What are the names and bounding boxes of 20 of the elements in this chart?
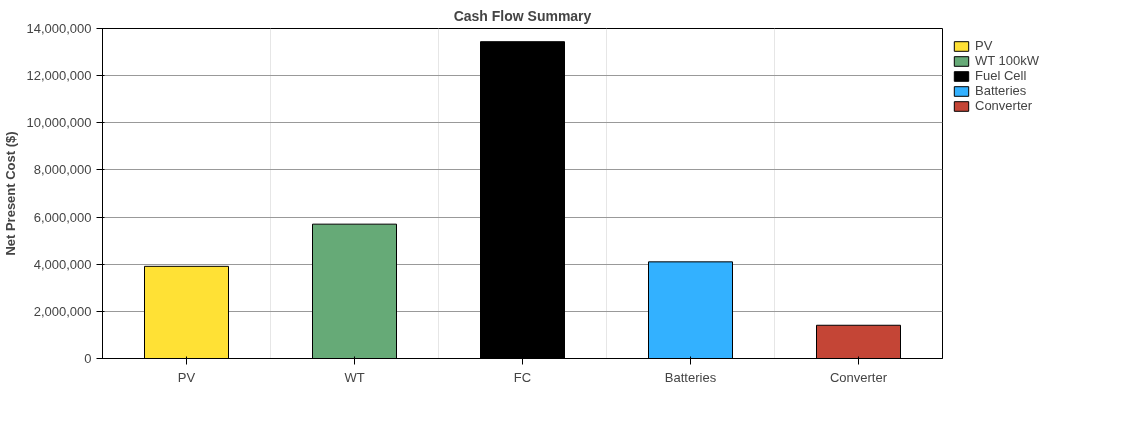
y-tick-label: 12,000,000 (26, 68, 92, 84)
y-tick-label: 14,000,000 (26, 21, 92, 36)
legend-label: Converter (975, 98, 1033, 113)
y-tick-label: 4,000,000 (33, 256, 92, 272)
y-axis-title: Net Present Cost ($) (3, 131, 19, 256)
legend-label: WT 100kW (975, 53, 1040, 68)
x-tick-label: PV (177, 369, 196, 385)
y-tick-label: 2,000,000 (33, 303, 92, 319)
y-tick-label: 8,000,000 (33, 162, 92, 178)
legend-label: PV (975, 38, 994, 53)
x-tick-label: FC (513, 369, 532, 385)
chart-title: Cash Flow Summary (453, 7, 592, 24)
x-tick-label: Batteries (664, 369, 717, 385)
y-tick-label: 0 (84, 351, 92, 366)
y-tick-label: 10,000,000 (26, 115, 92, 131)
x-tick-label: Converter (829, 369, 888, 385)
legend-label: Fuel Cell (975, 68, 1027, 83)
y-tick-label: 6,000,000 (33, 209, 92, 225)
legend-label: Batteries (975, 83, 1027, 98)
x-tick-label: WT (344, 369, 365, 385)
